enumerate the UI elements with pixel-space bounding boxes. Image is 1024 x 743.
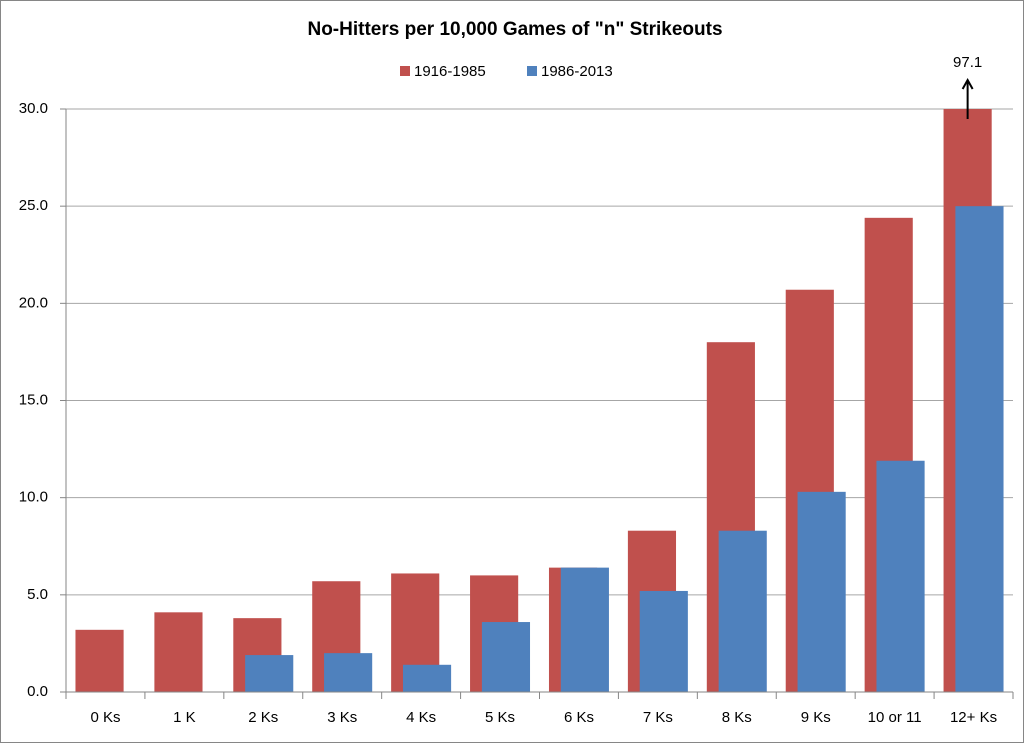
y-tick-label: 30.0 <box>19 100 48 117</box>
x-tick-label: 5 Ks <box>485 709 515 726</box>
bar <box>718 530 767 692</box>
bar <box>75 629 124 692</box>
y-tick-label: 10.0 <box>19 489 48 506</box>
x-tick-label: 2 Ks <box>248 709 278 726</box>
chart-title: No-Hitters per 10,000 Games of "n" Strik… <box>307 19 722 40</box>
overflow-arrowhead <box>961 77 974 90</box>
x-tick-label: 10 or 11 <box>868 709 922 726</box>
y-tick-label: 15.0 <box>19 391 48 408</box>
x-tick-label: 7 Ks <box>643 709 673 726</box>
bar <box>324 653 373 692</box>
bar <box>481 622 531 692</box>
foreground: 0.0 5.0 10.0 15.0 20.0 25.0 30.0 0 Ks 1 K 2 Ks 3 K… <box>19 54 1014 726</box>
bar <box>402 664 452 692</box>
legend-swatch <box>527 66 537 76</box>
bar <box>797 491 846 692</box>
bar <box>245 655 294 692</box>
bar <box>560 567 609 692</box>
y-tick-label: 25.0 <box>19 197 48 214</box>
y-tick-label: 5.0 <box>27 586 48 603</box>
y-tick-label: 0.0 <box>27 683 48 700</box>
legend-swatch <box>400 66 410 76</box>
bar <box>876 460 925 692</box>
bars <box>75 109 1004 692</box>
bar <box>154 612 203 692</box>
bar <box>955 206 1004 692</box>
data-label: 97.1 <box>953 54 982 71</box>
bar <box>639 590 688 692</box>
x-tick-label: 6 Ks <box>564 709 594 726</box>
x-tick-label: 9 Ks <box>801 709 831 726</box>
x-tick-label: 4 Ks <box>406 709 436 726</box>
x-tick-label: 8 Ks <box>722 709 752 726</box>
legend-label: 1916-1985 <box>414 63 486 80</box>
x-tick-label: 12+ Ks <box>950 709 997 726</box>
x-tick-label: 0 Ks <box>90 709 120 726</box>
x-tick-label: 1 K <box>173 709 196 726</box>
legend-label: 1986-2013 <box>541 63 613 80</box>
y-tick-label: 20.0 <box>19 294 48 311</box>
x-tick-label: 3 Ks <box>327 709 357 726</box>
